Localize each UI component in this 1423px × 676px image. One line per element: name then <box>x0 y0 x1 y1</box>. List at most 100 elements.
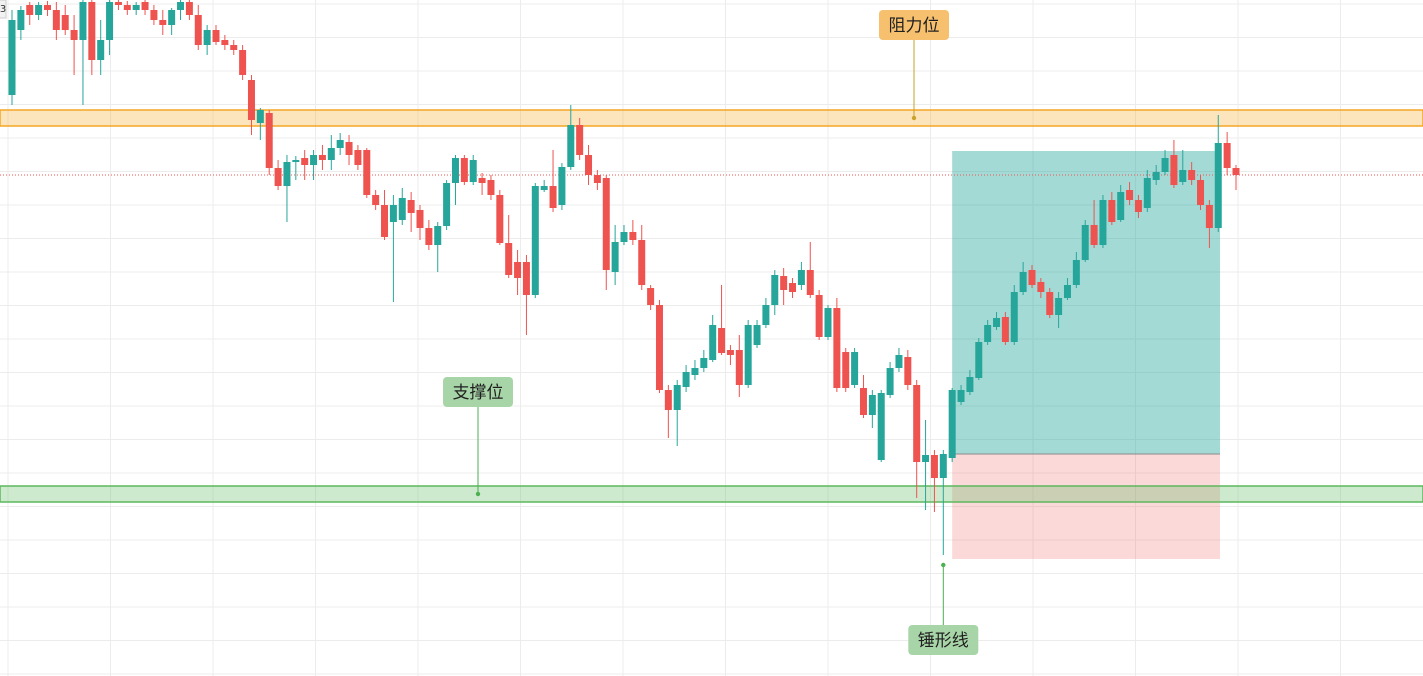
candle-body <box>1188 170 1196 180</box>
candle-body <box>1001 317 1009 342</box>
candle-body <box>549 186 557 208</box>
candle-body <box>292 160 300 162</box>
candle-body <box>141 2 149 10</box>
hammer-label-box <box>908 625 979 655</box>
candle-body <box>558 167 566 205</box>
candle-body <box>611 242 619 272</box>
candle-body <box>1010 292 1018 342</box>
candle-body <box>505 243 513 275</box>
candle-body <box>1143 178 1151 208</box>
candle-body <box>895 355 903 368</box>
candle-body <box>43 5 51 10</box>
candle-body <box>602 178 610 270</box>
candle-body <box>8 20 16 95</box>
candle-body <box>726 350 734 355</box>
candle-body <box>1161 158 1169 172</box>
candle-body <box>1223 143 1231 168</box>
candle-body <box>451 158 459 183</box>
profit-zone <box>952 151 1221 454</box>
candle-body <box>336 140 344 148</box>
candle-body <box>460 158 468 182</box>
support-zone <box>0 485 1423 503</box>
candle-body <box>301 158 309 165</box>
candle-body <box>239 50 247 75</box>
candle-body <box>638 240 646 285</box>
candle-body <box>966 377 974 392</box>
candle-body <box>425 228 433 245</box>
candle-body <box>993 318 1001 327</box>
candle-body <box>930 455 938 478</box>
candle-body <box>203 30 211 45</box>
candle-body <box>735 350 743 385</box>
candle-body <box>106 2 114 40</box>
candle-body <box>61 15 69 30</box>
candle-body <box>221 40 229 45</box>
candle-body <box>1134 200 1142 212</box>
candle-body <box>212 30 220 42</box>
candle-body <box>655 305 663 390</box>
candle-body <box>97 40 105 60</box>
candle-body <box>629 232 637 240</box>
candle-body <box>274 168 282 186</box>
candle-body <box>1063 285 1071 298</box>
candle-body <box>948 390 956 458</box>
hammer-label: 锤形线 <box>918 631 969 651</box>
candle-body <box>35 5 43 15</box>
candle-body <box>957 390 965 402</box>
candle-body <box>1028 270 1036 285</box>
candle-body <box>123 5 131 10</box>
candle-body <box>1117 192 1125 220</box>
candle-body <box>868 395 876 415</box>
candle-body <box>797 270 805 285</box>
candle-body <box>443 183 451 226</box>
resistance-label: 阻力位 <box>889 16 940 36</box>
candle-body <box>682 372 690 387</box>
candle-body <box>1046 292 1054 315</box>
candle-body <box>469 160 477 182</box>
candle-body <box>1197 180 1205 205</box>
candle-body <box>593 175 601 183</box>
candle-body <box>185 2 193 15</box>
candle-body <box>1090 225 1098 245</box>
candle-body <box>567 125 575 167</box>
candle-body <box>416 210 424 228</box>
candle-body <box>318 155 326 160</box>
candle-body <box>1108 200 1116 222</box>
candle-body <box>859 388 867 415</box>
candle-body <box>1152 172 1160 180</box>
candle-body <box>363 150 371 195</box>
candle-body <box>398 198 406 220</box>
candle-body <box>762 305 770 325</box>
candle-body <box>842 352 850 388</box>
candle-body <box>673 385 681 410</box>
candle-body <box>354 150 362 165</box>
support-label-dot <box>475 491 481 497</box>
candle-body <box>168 10 176 25</box>
candle-body <box>780 276 788 290</box>
candle-body <box>806 270 814 295</box>
candle-body <box>540 186 548 190</box>
candle-body <box>1179 170 1187 182</box>
candle-body <box>709 325 717 360</box>
candle-body <box>514 262 522 278</box>
candle-body <box>381 205 389 237</box>
support-label-box <box>443 377 513 407</box>
hammer-label-dot <box>941 562 946 568</box>
edge-label: 3 <box>0 4 6 15</box>
candle-body <box>256 110 264 123</box>
candle-body <box>771 275 779 305</box>
support-label: 支撑位 <box>453 383 504 403</box>
candle-body <box>744 325 752 385</box>
candle-body <box>576 125 584 155</box>
candle-body <box>886 368 894 395</box>
candle-body <box>1019 272 1027 292</box>
candle-body <box>1072 260 1080 285</box>
candle-body <box>922 455 930 462</box>
candle-body <box>1170 155 1178 185</box>
candle-body <box>132 5 140 10</box>
candle-body <box>753 325 761 345</box>
candle-body <box>984 325 992 342</box>
candle-body <box>975 342 983 378</box>
candle-body <box>664 390 672 410</box>
resistance-zone <box>0 109 1423 127</box>
